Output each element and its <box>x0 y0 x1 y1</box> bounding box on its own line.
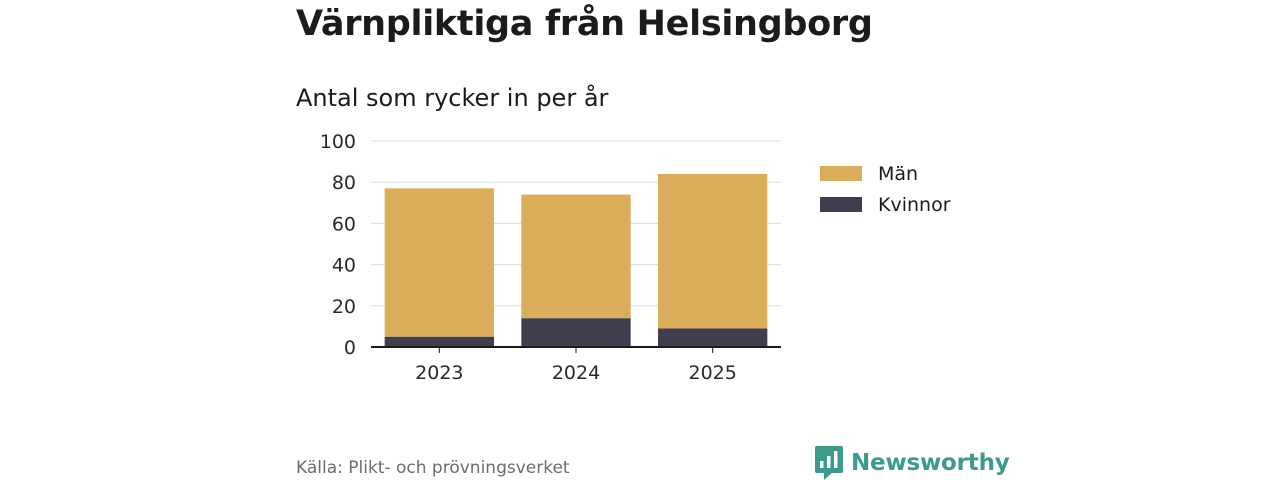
newsworthy-logo-icon <box>815 446 843 480</box>
stacked-bar-chart: 0 20 40 60 80 100 2023 2024 2025 <box>320 131 781 384</box>
bar-man-2025 <box>658 173 768 329</box>
y-tick-label: 80 <box>332 172 356 194</box>
brand-name: Newsworthy <box>851 450 1010 476</box>
source-note: Källa: Plikt- och prövningsverket <box>296 458 570 478</box>
legend: Män Kvinnor <box>820 158 951 220</box>
bar-man-2024 <box>521 194 631 319</box>
legend-swatch-kvinnor <box>820 197 862 212</box>
y-tick-label: 100 <box>320 131 356 153</box>
chart-title: Värnpliktiga från Helsingborg <box>296 4 873 44</box>
y-tick-label: 20 <box>332 296 356 318</box>
legend-swatch-man <box>820 166 862 181</box>
bar-kvinnor-2023 <box>384 336 494 347</box>
bar-kvinnor-2025 <box>658 328 768 347</box>
x-tick-label: 2023 <box>415 362 463 384</box>
y-tick-label: 0 <box>344 337 356 359</box>
legend-label-kvinnor: Kvinnor <box>878 193 951 216</box>
y-tick-label: 60 <box>332 213 356 235</box>
legend-item-kvinnor: Kvinnor <box>820 189 951 220</box>
bar-man-2023 <box>384 188 494 337</box>
x-tick-label: 2025 <box>688 362 736 384</box>
y-tick-label: 40 <box>332 255 356 277</box>
chart-subtitle: Antal som rycker in per år <box>296 84 609 112</box>
bar-kvinnor-2024 <box>521 318 631 347</box>
legend-label-man: Män <box>878 162 919 185</box>
legend-item-man: Män <box>820 158 951 189</box>
brand: Newsworthy <box>815 446 1010 480</box>
x-tick-label: 2024 <box>552 362 600 384</box>
